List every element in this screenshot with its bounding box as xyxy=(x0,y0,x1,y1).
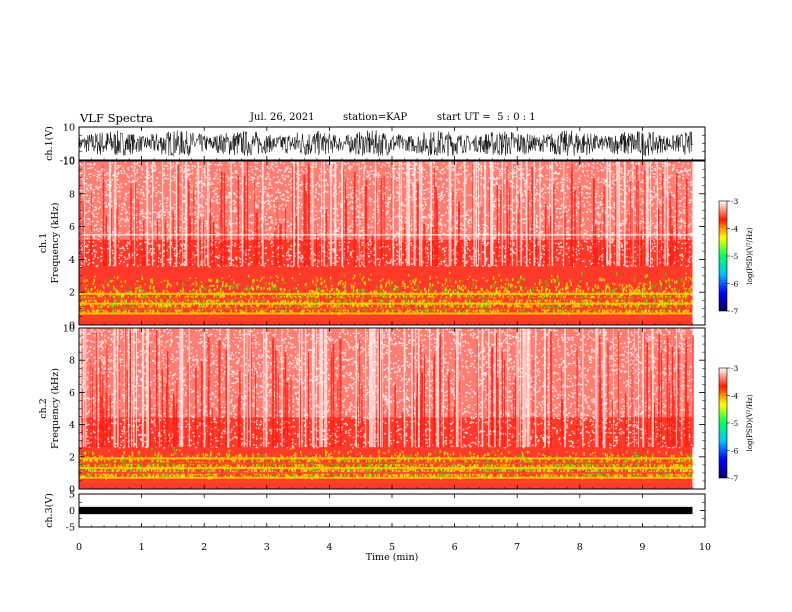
y-tick-label: 6 xyxy=(69,222,75,233)
x-tick-label: 9 xyxy=(639,542,645,553)
y-axis-channel-label: ch.2 xyxy=(38,398,49,419)
spectrogram-hband xyxy=(79,462,693,465)
colorbar-label: log(PSD)(V²/Hz) xyxy=(746,227,754,284)
x-tick-label: 10 xyxy=(699,542,711,553)
station-label: station=KAP xyxy=(343,112,408,123)
y-tick-label: 8 xyxy=(69,356,75,367)
spectrogram-white-streaks xyxy=(83,161,669,266)
spectrogram-hband xyxy=(79,457,693,460)
date-label: Jul. 26, 2021 xyxy=(250,112,315,123)
x-axis-label: Time (min) xyxy=(366,552,419,563)
colorbar xyxy=(718,200,728,312)
x-tick-label: 2 xyxy=(201,542,207,553)
y-tick-label: 10 xyxy=(63,157,75,168)
x-tick-label: 3 xyxy=(264,542,270,553)
spectrogram-hband xyxy=(79,302,693,305)
spectrogram-streaks xyxy=(81,328,694,448)
figure-title: VLF Spectra xyxy=(80,111,154,125)
start-time-label: start UT = 5 : 0 : 1 xyxy=(437,112,536,123)
y-tick-label: -10 xyxy=(60,156,75,167)
colorbar-tick-label: -3 xyxy=(731,197,739,206)
y-tick-label: 4 xyxy=(69,420,75,431)
spectrogram-low-power-speckle xyxy=(79,328,694,449)
spectrogram-hband xyxy=(79,480,693,483)
spectrogram-hband xyxy=(79,467,693,470)
spectrogram-bottom xyxy=(79,484,693,489)
spectrogram-hband xyxy=(79,297,693,300)
x-tick-label: 0 xyxy=(76,542,82,553)
y-tick-label: 10 xyxy=(63,324,75,335)
colorbar-tick-label: -4 xyxy=(731,392,739,401)
ch3-waveform-trace xyxy=(79,506,693,515)
x-tick-label: 8 xyxy=(577,542,583,553)
x-tick-label: 5 xyxy=(389,542,395,553)
spectrogram-white-streaks xyxy=(79,328,683,448)
y-tick-label: 2 xyxy=(69,288,75,299)
y-axis-frequency-label: Frequency (kHz) xyxy=(50,203,61,284)
colorbar-tick-label: -5 xyxy=(731,252,739,261)
y-axis-label: ch.3(V) xyxy=(44,493,55,528)
spectrogram-low-power-speckle xyxy=(79,161,694,268)
x-tick-label: 6 xyxy=(452,542,458,553)
spectrogram-hband xyxy=(79,307,693,310)
colorbar-tick-label: -4 xyxy=(731,225,739,234)
y-axis-frequency-label: Frequency (kHz) xyxy=(50,368,61,449)
y-axis-label: ch.1(V) xyxy=(44,126,55,161)
colorbar-tick-label: -7 xyxy=(731,307,739,316)
spectrogram-hband xyxy=(79,316,693,319)
colorbar-tick-label: -5 xyxy=(731,419,739,428)
colorbar-tick-label: -6 xyxy=(731,280,739,289)
colorbar xyxy=(718,367,728,479)
y-tick-label: 0 xyxy=(69,321,75,332)
y-tick-label: 2 xyxy=(69,452,75,463)
spectrogram-hband xyxy=(79,292,693,295)
ch1-waveform-trace xyxy=(78,130,693,157)
spectrogram-hband xyxy=(79,476,693,479)
spectrogram-hband xyxy=(79,471,693,474)
y-axis-channel-label: ch.1 xyxy=(38,233,49,254)
y-tick-label: 6 xyxy=(69,388,75,399)
colorbar-label: log(PSD)(V²/Hz) xyxy=(746,394,754,451)
spectrogram-hband xyxy=(79,312,693,315)
y-tick-label: 8 xyxy=(69,189,75,200)
y-tick-label: 4 xyxy=(69,255,75,266)
y-tick-label: 0 xyxy=(69,485,75,496)
colorbar-tick-label: -6 xyxy=(731,447,739,456)
x-tick-label: 7 xyxy=(514,542,520,553)
y-tick-label: -5 xyxy=(66,523,75,534)
colorbar-tick-label: -3 xyxy=(731,364,739,373)
colorbar-tick-label: -7 xyxy=(731,474,739,483)
y-tick-label: 0 xyxy=(69,506,75,517)
y-tick-label: 10 xyxy=(63,123,75,134)
y-tick-label: 5 xyxy=(69,490,75,501)
spectrogram-haze xyxy=(79,161,693,240)
x-tick-label: 4 xyxy=(326,542,332,553)
spectrogram-streaks xyxy=(80,161,688,266)
x-tick-label: 1 xyxy=(139,542,145,553)
spectrogram-bottom xyxy=(79,320,693,325)
